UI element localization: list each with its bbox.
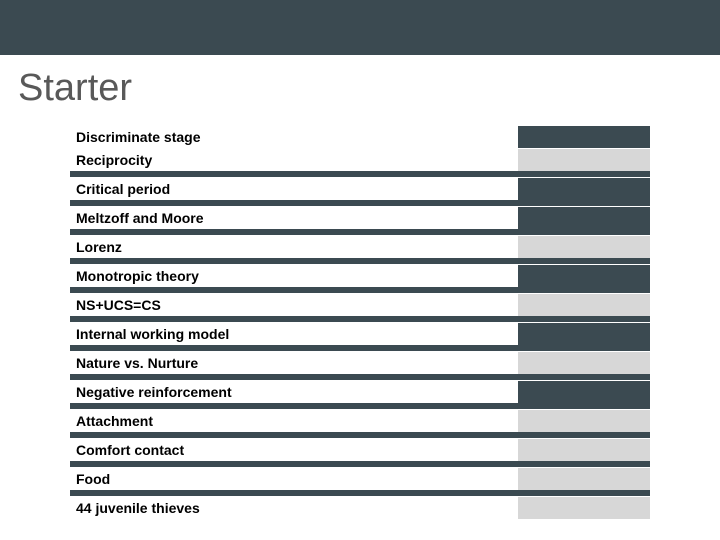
- table-row: 44 juvenile thieves: [70, 496, 650, 519]
- row-value: [518, 149, 650, 171]
- row-label: NS+UCS=CS: [70, 294, 518, 316]
- row-label: Discriminate stage: [70, 126, 518, 148]
- row-label: 44 juvenile thieves: [70, 497, 518, 519]
- row-value: [518, 497, 650, 519]
- table-row: Attachment: [70, 409, 650, 432]
- row-label: Internal working model: [70, 323, 518, 345]
- row-label: Critical period: [70, 178, 518, 200]
- title-area: Starter: [0, 55, 720, 126]
- table-row: Negative reinforcement: [70, 380, 650, 403]
- row-value: [518, 265, 650, 287]
- row-label: Negative reinforcement: [70, 381, 518, 403]
- row-label: Nature vs. Nurture: [70, 352, 518, 374]
- row-value: [518, 207, 650, 229]
- top-bar: [0, 0, 720, 55]
- row-label: Comfort contact: [70, 439, 518, 461]
- row-label: Attachment: [70, 410, 518, 432]
- row-value: [518, 352, 650, 374]
- table-row: Reciprocity: [70, 148, 650, 171]
- table-row: Internal working model: [70, 322, 650, 345]
- row-label: Monotropic theory: [70, 265, 518, 287]
- row-label: Reciprocity: [70, 149, 518, 171]
- row-value: [518, 323, 650, 345]
- table-row: Discriminate stage: [70, 126, 650, 148]
- table-row: NS+UCS=CS: [70, 293, 650, 316]
- row-value: [518, 439, 650, 461]
- table-row: Nature vs. Nurture: [70, 351, 650, 374]
- table-row: Critical period: [70, 177, 650, 200]
- starter-table: Discriminate stageReciprocity Critical pe…: [0, 126, 720, 519]
- row-value: [518, 236, 650, 258]
- row-value: [518, 381, 650, 403]
- table-row: Monotropic theory: [70, 264, 650, 287]
- table-row: Lorenz: [70, 235, 650, 258]
- row-label: Meltzoff and Moore: [70, 207, 518, 229]
- row-value: [518, 468, 650, 490]
- row-label: Food: [70, 468, 518, 490]
- row-label: Lorenz: [70, 236, 518, 258]
- table-row: Meltzoff and Moore: [70, 206, 650, 229]
- row-value: [518, 294, 650, 316]
- page-title: Starter: [18, 67, 702, 110]
- row-value: [518, 410, 650, 432]
- row-value: [518, 178, 650, 200]
- table-row: Comfort contact: [70, 438, 650, 461]
- row-value: [518, 126, 650, 148]
- table-row: Food: [70, 467, 650, 490]
